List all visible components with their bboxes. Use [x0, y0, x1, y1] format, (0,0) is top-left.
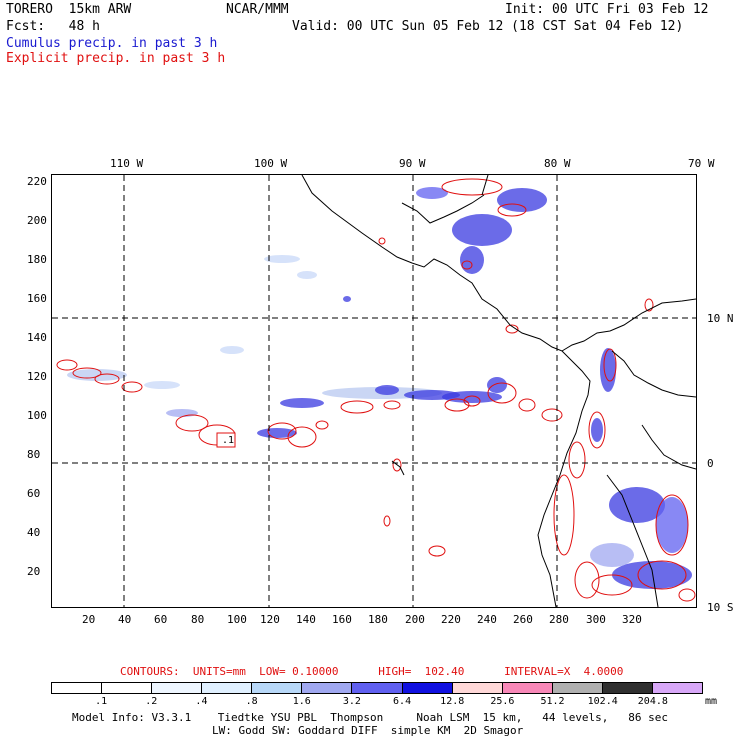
- lon-label: 80 W: [544, 157, 571, 170]
- model-info: Model Info: V3.3.1 Tiedtke YSU PBL Thomp…: [72, 711, 669, 724]
- x-tick-label: 40: [118, 613, 132, 626]
- x-tick-label: 240: [477, 613, 497, 626]
- colorbar-label: 204.8: [637, 696, 668, 707]
- colorbar-label: 3.2: [342, 696, 361, 707]
- precip-map: [52, 175, 696, 607]
- colorbar-cell: [102, 683, 153, 693]
- y-tick-label: 40: [27, 526, 41, 539]
- y-tick-label: 220: [27, 175, 47, 188]
- explicit-precip-contours: [56, 178, 696, 602]
- x-tick-label: 60: [154, 613, 168, 626]
- colorbar-cell: [352, 683, 403, 693]
- x-tick-label: 120: [260, 613, 280, 626]
- physics-info: LW: Godd SW: Goddard DIFF simple KM 2D S…: [212, 724, 524, 737]
- colorbar-cell: [252, 683, 303, 693]
- colorbar-cell: [152, 683, 203, 693]
- colorbar: [51, 682, 703, 694]
- center-label: NCAR/MMM: [226, 2, 289, 17]
- y-tick-label: 200: [27, 214, 47, 227]
- colorbar-label: .1: [95, 696, 108, 707]
- y-tick-label: 120: [27, 370, 47, 383]
- colorbar-cell: [202, 683, 253, 693]
- colorbar-cell: [652, 683, 703, 693]
- cumulus-precip-areas: [67, 187, 692, 589]
- explicit-legend: Explicit precip. in past 3 h: [6, 51, 226, 66]
- map-panel: .1: [51, 174, 697, 608]
- colorbar-cell: [52, 683, 103, 693]
- contour-label: .1: [222, 435, 235, 446]
- colorbar-label: 12.8: [440, 696, 465, 707]
- y-tick-label: 100: [27, 409, 47, 422]
- x-tick-label: 180: [368, 613, 388, 626]
- x-tick-label: 260: [513, 613, 533, 626]
- colorbar-cell: [502, 683, 553, 693]
- lon-label: 110 W: [110, 157, 144, 170]
- coastlines: [301, 175, 696, 607]
- contour-label-box: [216, 432, 236, 448]
- init-time: Init: 00 UTC Fri 03 Feb 12: [505, 2, 709, 17]
- lon-label: 90 W: [399, 157, 426, 170]
- cumulus-legend: Cumulus precip. in past 3 h: [6, 36, 218, 51]
- colorbar-label: 25.6: [490, 696, 515, 707]
- graticule: [52, 175, 696, 607]
- x-tick-label: 20: [82, 613, 96, 626]
- y-tick-label: 180: [27, 253, 47, 266]
- colorbar-label: 51.2: [540, 696, 565, 707]
- colorbar-cell: [552, 683, 603, 693]
- lon-label: 100 W: [254, 157, 288, 170]
- colorbar-label: .8: [245, 696, 258, 707]
- y-tick-label: 160: [27, 292, 47, 305]
- lat-label: 10 S: [707, 601, 734, 614]
- x-tick-label: 220: [441, 613, 461, 626]
- x-tick-label: 160: [332, 613, 352, 626]
- x-tick-label: 80: [191, 613, 205, 626]
- y-tick-label: 140: [27, 331, 47, 344]
- colorbar-cell: [402, 683, 453, 693]
- lat-label: 0: [707, 457, 714, 470]
- x-tick-label: 100: [227, 613, 247, 626]
- contours-info: CONTOURS: UNITS=mm LOW= 0.10000 HIGH= 10…: [120, 665, 624, 678]
- lon-label: 70 W: [688, 157, 715, 170]
- colorbar-label: 6.4: [393, 696, 412, 707]
- colorbar-cell: [602, 683, 653, 693]
- x-tick-label: 200: [405, 613, 425, 626]
- x-tick-label: 280: [549, 613, 569, 626]
- y-tick-label: 20: [27, 565, 41, 578]
- colorbar-label: .2: [145, 696, 158, 707]
- valid-time: Valid: 00 UTC Sun 05 Feb 12 (18 CST Sat …: [292, 19, 684, 34]
- x-tick-label: 320: [622, 613, 642, 626]
- colorbar-label: .4: [195, 696, 208, 707]
- colorbar-label: 102.4: [587, 696, 618, 707]
- x-tick-label: 140: [296, 613, 316, 626]
- y-tick-label: 80: [27, 448, 41, 461]
- forecast-hour: Fcst: 48 h: [6, 19, 100, 34]
- colorbar-cell: [452, 683, 503, 693]
- x-tick-label: 300: [586, 613, 606, 626]
- colorbar-cell: [302, 683, 353, 693]
- y-tick-label: 60: [27, 487, 41, 500]
- lat-label: 10 N: [707, 312, 734, 325]
- model-title: TORERO 15km ARW: [6, 2, 132, 17]
- colorbar-label: 1.6: [292, 696, 311, 707]
- colorbar-label: mm: [705, 696, 718, 707]
